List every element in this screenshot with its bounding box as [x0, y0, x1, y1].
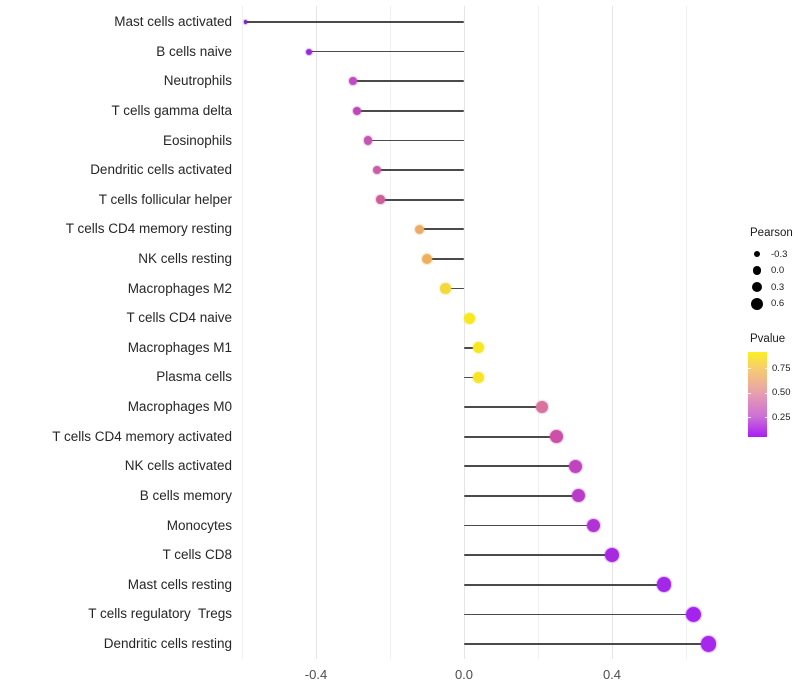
lollipop-stem [464, 376, 479, 379]
lollipop-dot [372, 165, 382, 175]
category-label: Plasma cells [156, 369, 232, 385]
lollipop-dot [352, 106, 361, 115]
category-label: Macrophages M2 [127, 280, 232, 296]
category-label: T cells CD8 [162, 547, 232, 563]
gridline-major [316, 6, 317, 659]
legend-size-label: 0.0 [771, 265, 785, 276]
x-tick-label: 0.0 [454, 667, 474, 682]
category-label: T cells CD4 memory activated [52, 428, 232, 444]
lollipop-dot [363, 136, 372, 145]
category-label: Macrophages M0 [127, 399, 232, 415]
category-label: T cells follicular helper [98, 191, 232, 207]
legend-size-dot [752, 266, 762, 275]
lollipop-stem [367, 139, 464, 142]
lollipop-dot [376, 195, 385, 204]
plot-panel [237, 6, 745, 659]
lollipop-stem [380, 198, 465, 201]
gridline-minor [242, 6, 243, 659]
lollipop-stem [464, 524, 594, 527]
lollipop-dot [473, 342, 485, 354]
lollipop-dot [535, 400, 548, 414]
lollipop-dot [440, 283, 451, 294]
lollipop-dot [305, 48, 312, 55]
lollipop-stem [464, 495, 579, 497]
category-label: Monocytes [166, 517, 232, 533]
legend-pvalue-tick [748, 368, 751, 369]
legend-pvalue-tick [748, 417, 751, 418]
category-label: T cells CD4 naive [126, 310, 232, 326]
legend-pvalue-tick-label: 0.50 [772, 387, 791, 398]
lollipop-dot [550, 430, 563, 443]
lollipop-stem [464, 435, 557, 438]
lollipop-stem [419, 228, 464, 231]
lollipop-stem [464, 406, 542, 408]
lollipop-dot [605, 548, 619, 563]
legend-pvalue-tick-label: 0.75 [772, 362, 791, 374]
lollipop-stem [427, 258, 464, 260]
lollipop-stem [464, 583, 664, 586]
category-label: Macrophages M1 [127, 339, 232, 355]
lollipop-dot [349, 77, 357, 86]
lollipop-dot [572, 489, 586, 503]
lollipop-dot [473, 371, 485, 383]
legend-pearson-title: Pearson [750, 227, 793, 239]
lollipop-stem [445, 287, 464, 290]
lollipop-dot [243, 20, 248, 24]
category-label: Mast cells activated [114, 14, 232, 29]
lollipop-stem [356, 110, 464, 112]
category-label: NK cells activated [124, 458, 232, 474]
x-tick-label: 0.4 [602, 667, 622, 682]
gridline-major [612, 6, 613, 659]
category-label: T cells regulatory Tregs [88, 606, 232, 622]
gridline-minor [538, 6, 539, 659]
category-label: B cells memory [139, 487, 232, 503]
legend-size-dot [751, 281, 763, 293]
lollipop-stem [464, 346, 479, 349]
legend-pvalue-title: Pvalue [750, 333, 786, 345]
lollipop-dot [685, 606, 701, 622]
category-label: T cells CD4 memory resting [65, 221, 232, 237]
category-label: Eosinophils [162, 132, 232, 148]
x-tick-label: -0.4 [304, 667, 328, 682]
category-label: B cells naive [156, 43, 232, 59]
category-label: Mast cells resting [127, 576, 232, 592]
pvalue-gradient-bar [748, 352, 767, 437]
lollipop-dot [464, 312, 475, 324]
category-label: Dendritic cells activated [90, 162, 232, 178]
legend-size-dot [753, 250, 761, 258]
lollipop-stem [245, 21, 464, 23]
legend-size-label: 0.6 [771, 298, 785, 309]
lollipop-dot [656, 577, 672, 593]
category-label: Neutrophils [163, 73, 232, 89]
legend-pvalue-tick [764, 392, 767, 394]
gridline-major [464, 6, 465, 659]
lollipop-dot [422, 254, 432, 264]
lollipop-dot [586, 518, 601, 533]
category-label: Dendritic cells resting [103, 636, 232, 651]
category-label: T cells gamma delta [111, 102, 232, 118]
legend-pvalue-tick [764, 368, 767, 369]
lollipop-stem [464, 465, 575, 468]
lollipop-stem [464, 613, 694, 616]
lollipop-dot [700, 636, 716, 652]
legend-size-label: -0.3 [771, 248, 788, 260]
lollipop-stem [308, 50, 464, 53]
gridline-minor [390, 6, 391, 659]
legend-size-label: 0.3 [771, 281, 785, 293]
lollipop-dot [568, 459, 582, 473]
legend-pvalue-tick [764, 417, 767, 418]
lollipop-stem [464, 554, 612, 557]
legend-pvalue-tick [748, 392, 751, 394]
lollipop-stem [353, 80, 464, 83]
legend-pvalue-tick-label: 0.25 [772, 411, 791, 423]
lollipop-dot [414, 224, 425, 235]
lollipop-stem [464, 643, 709, 645]
category-label: NK cells resting [138, 251, 232, 266]
legend-size-dot [751, 297, 763, 310]
lollipop-stem [377, 169, 464, 171]
gridline-minor [686, 6, 687, 659]
